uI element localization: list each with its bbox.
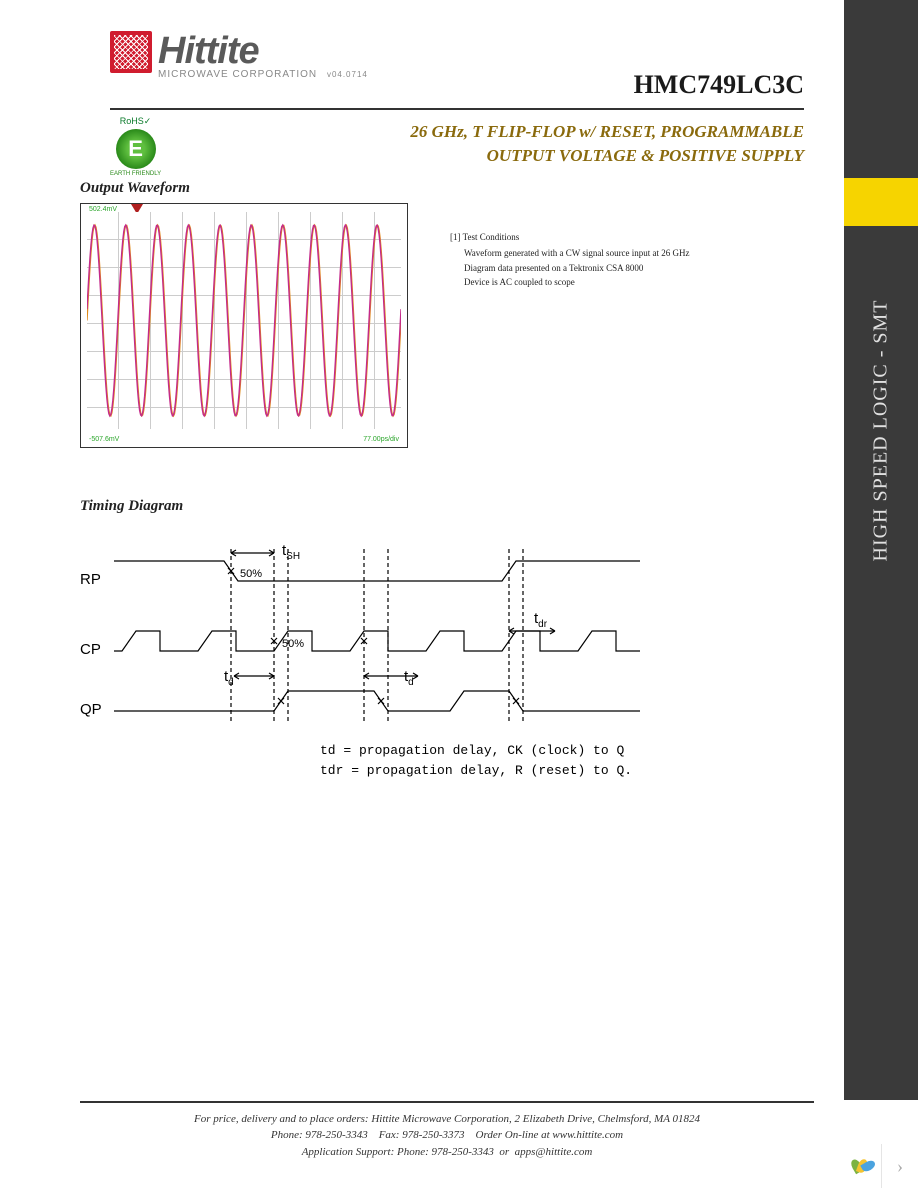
svg-text:QP: QP bbox=[80, 701, 102, 718]
header-rule bbox=[110, 108, 804, 110]
sidebar-yellow-tab bbox=[844, 178, 918, 226]
header: Hittite MICROWAVE CORPORATION v04.0714 H… bbox=[30, 30, 814, 180]
legend-tdr: tdr = propagation delay, R (reset) to Q. bbox=[320, 761, 632, 781]
timing-svg: RP CP QP tSH 50% 50% td td tdr bbox=[80, 521, 640, 771]
sidebar-text: HIGH SPEED LOGIC - SMT bbox=[870, 299, 893, 561]
scope-label-br: 77.00ps/div bbox=[363, 436, 399, 443]
svg-text:tdr: tdr bbox=[534, 610, 548, 630]
rohs-sub: EARTH FRIENDLY bbox=[110, 171, 161, 177]
test-conditions: [1] Test Conditions Waveform generated w… bbox=[450, 230, 690, 290]
rohs-e-icon: E bbox=[116, 129, 156, 169]
tc-line: Diagram data presented on a Tektronix CS… bbox=[464, 261, 690, 275]
flower-icon[interactable] bbox=[844, 1144, 881, 1188]
tc-line: Waveform generated with a CW signal sour… bbox=[464, 246, 690, 260]
logo-area: Hittite MICROWAVE CORPORATION v04.0714 bbox=[110, 30, 368, 80]
rohs-check: RoHS✓ bbox=[110, 116, 161, 127]
svg-text:td: td bbox=[404, 668, 414, 688]
timing-diagram: RP CP QP tSH 50% 50% td td tdr td = propagation … bbox=[80, 521, 640, 771]
scope-label-tl: 502.4mV bbox=[89, 206, 117, 213]
test-conditions-list: Waveform generated with a CW signal sour… bbox=[450, 246, 690, 289]
page-title: 26 GHz, T FLIP-FLOP w/ RESET, PROGRAMMAB… bbox=[410, 120, 804, 168]
scope-traces bbox=[87, 212, 401, 429]
page: Hittite MICROWAVE CORPORATION v04.0714 H… bbox=[0, 0, 844, 1188]
logo-text: Hittite bbox=[158, 30, 259, 73]
svg-text:RP: RP bbox=[80, 571, 101, 588]
svg-text:50%: 50% bbox=[282, 638, 304, 650]
content: Output Waveform 502.4mV -507.6mV 77.00ps… bbox=[80, 180, 824, 771]
scope-label-bl: -507.6mV bbox=[89, 436, 119, 443]
footer: For price, delivery and to place orders:… bbox=[80, 1101, 814, 1161]
legend-td: td = propagation delay, CK (clock) to Q bbox=[320, 741, 632, 761]
section-title-waveform: Output Waveform bbox=[80, 180, 824, 197]
part-number: HMC749LC3C bbox=[634, 70, 804, 100]
section-title-timing: Timing Diagram bbox=[80, 498, 824, 515]
footer-line: Application Support: Phone: 978-250-3343… bbox=[80, 1144, 814, 1161]
logo: Hittite bbox=[110, 30, 368, 73]
svg-text:tSH: tSH bbox=[282, 542, 300, 562]
scope-screen bbox=[87, 212, 401, 429]
title-line-2: OUTPUT VOLTAGE & POSITIVE SUPPLY bbox=[410, 144, 804, 168]
test-conditions-heading: [1] Test Conditions bbox=[450, 230, 690, 244]
logo-subtitle: MICROWAVE CORPORATION v04.0714 bbox=[158, 69, 368, 80]
footer-rule bbox=[80, 1101, 814, 1103]
svg-text:50%: 50% bbox=[240, 568, 262, 580]
footer-line: Phone: 978-250-3343 Fax: 978-250-3373 Or… bbox=[80, 1127, 814, 1144]
svg-text:CP: CP bbox=[80, 641, 101, 658]
rohs-badge: RoHS✓ E EARTH FRIENDLY bbox=[110, 116, 161, 177]
sidebar-vertical-label: HIGH SPEED LOGIC - SMT bbox=[862, 250, 900, 610]
svg-text:td: td bbox=[224, 668, 234, 688]
revision: v04.0714 bbox=[327, 70, 368, 79]
oscilloscope: 502.4mV -507.6mV 77.00ps/div bbox=[80, 203, 408, 448]
timing-section: Timing Diagram RP CP QP tSH 50% 50% td td tdr td… bbox=[80, 498, 824, 771]
corner-widget[interactable]: › bbox=[844, 1144, 918, 1188]
footer-line: For price, delivery and to place orders:… bbox=[80, 1111, 814, 1128]
title-line-1: 26 GHz, T FLIP-FLOP w/ RESET, PROGRAMMAB… bbox=[410, 120, 804, 144]
logo-icon bbox=[110, 31, 152, 73]
chevron-right-icon[interactable]: › bbox=[881, 1144, 918, 1188]
tc-line: Device is AC coupled to scope bbox=[464, 275, 690, 289]
timing-legend: td = propagation delay, CK (clock) to Q … bbox=[320, 741, 632, 780]
